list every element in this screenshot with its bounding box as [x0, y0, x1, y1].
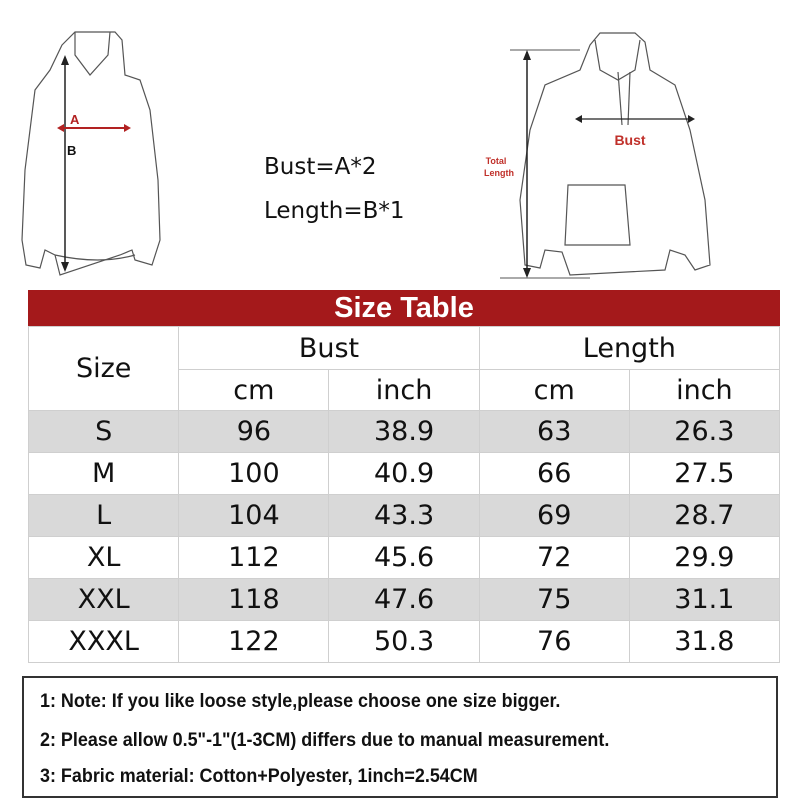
- cell-length-cm: 76: [478, 620, 630, 663]
- note-3: 3: Fabric material: Cotton+Polyester, 1i…: [40, 765, 478, 787]
- cell-bust-cm: 104: [178, 494, 330, 537]
- bust-header: Bust: [178, 326, 480, 370]
- cell-length-inch: 27.5: [628, 452, 781, 495]
- cell-bust-cm: 118: [178, 578, 330, 621]
- cell-length-inch: 28.7: [628, 494, 781, 537]
- cell-length-cm: 69: [478, 494, 630, 537]
- table-row: XXXL 122 50.3 76 31.8: [27, 620, 781, 663]
- cell-length-inch: 31.8: [628, 620, 781, 663]
- cell-bust-inch: 47.6: [328, 578, 480, 621]
- cell-size: L: [27, 494, 180, 537]
- cell-bust-inch: 43.3: [328, 494, 480, 537]
- label-a: A: [70, 112, 80, 127]
- unit-header: inch: [328, 369, 480, 411]
- bust-label: Bust: [614, 132, 645, 148]
- cell-bust-inch: 45.6: [328, 536, 480, 579]
- size-header: Size: [27, 326, 180, 411]
- cell-length-cm: 66: [478, 452, 630, 495]
- cell-bust-inch: 50.3: [328, 620, 480, 663]
- cell-length-inch: 31.1: [628, 578, 781, 621]
- length-formula: Length=B*1: [264, 198, 405, 224]
- table-row: XL 112 45.6 72 29.9: [27, 536, 781, 579]
- size-table-title: Size Table: [28, 290, 780, 326]
- unit-header: cm: [178, 369, 330, 411]
- cell-length-inch: 26.3: [628, 410, 781, 453]
- cell-length-cm: 63: [478, 410, 630, 453]
- table-row: L 104 43.3 69 28.7: [27, 494, 781, 537]
- notes-box: [22, 676, 778, 798]
- total-length-label-1: Total: [486, 156, 507, 166]
- table-row: M 100 40.9 66 27.5: [27, 452, 781, 495]
- size-table: Size Bust Length cm inch cm inch S 96 38.9…: [27, 326, 781, 663]
- cell-size: S: [27, 410, 180, 453]
- table-row: S 96 38.9 63 26.3: [27, 410, 781, 453]
- total-length-label-2: Length: [484, 168, 514, 178]
- cell-bust-inch: 40.9: [328, 452, 480, 495]
- note-1: 1: Note: If you like loose style,please …: [40, 690, 561, 712]
- cell-length-cm: 72: [478, 536, 630, 579]
- cell-size: XXXL: [27, 620, 180, 663]
- cell-length-cm: 75: [478, 578, 630, 621]
- hoodie-diagram-right: Bust Total Length: [484, 32, 711, 279]
- cell-length-inch: 29.9: [628, 536, 781, 579]
- cell-bust-inch: 38.9: [328, 410, 480, 453]
- length-header: Length: [478, 326, 781, 370]
- cell-bust-cm: 100: [178, 452, 330, 495]
- unit-header: inch: [628, 369, 781, 411]
- label-b: B: [67, 143, 76, 158]
- cell-bust-cm: 96: [178, 410, 330, 453]
- note-2: 2: Please allow 0.5"-1"(1-3CM) differs d…: [40, 729, 610, 751]
- cell-size: XXL: [27, 578, 180, 621]
- cell-bust-cm: 112: [178, 536, 330, 579]
- unit-header: cm: [478, 369, 630, 411]
- cell-size: XL: [27, 536, 180, 579]
- bust-formula: Bust=A*2: [264, 154, 377, 180]
- table-row: XXL 118 47.6 75 31.1: [27, 578, 781, 621]
- hoodie-diagram-left: A B: [21, 31, 161, 276]
- cell-size: M: [27, 452, 180, 495]
- cell-bust-cm: 122: [178, 620, 330, 663]
